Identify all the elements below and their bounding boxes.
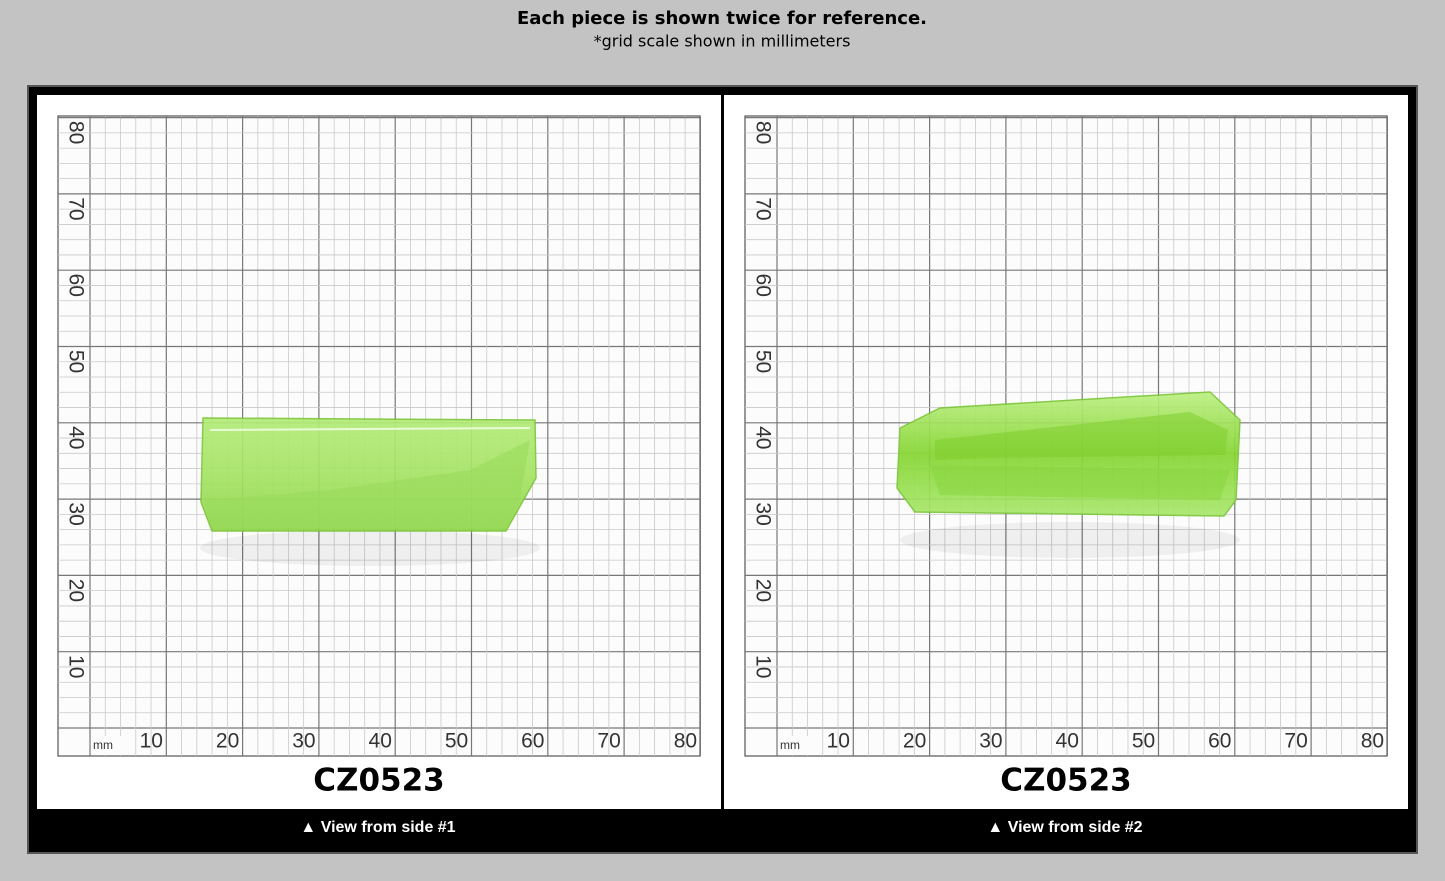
grid-number: 70 — [64, 197, 87, 220]
grid-number: 50 — [751, 350, 774, 373]
grid-number: 80 — [674, 730, 697, 753]
label-cell — [91, 736, 121, 755]
grid-number: 30 — [751, 502, 774, 525]
subtitle: *grid scale shown in millimeters — [594, 32, 851, 51]
grid-number: 10 — [64, 655, 87, 678]
piece-label: CZ0523 — [313, 763, 445, 799]
grid-number: 60 — [64, 274, 87, 297]
grid-number: 70 — [1284, 730, 1307, 753]
grid-number: 50 — [64, 350, 87, 373]
grid-unit: mm — [93, 738, 113, 752]
grid-unit: mm — [780, 738, 800, 752]
grid-number: 80 — [64, 121, 87, 144]
title: Each piece is shown twice for reference. — [517, 8, 927, 29]
crystal — [930, 465, 1230, 500]
caption: ▲ View from side #2 — [987, 819, 1142, 836]
grid-number: 40 — [751, 426, 774, 449]
grid-number: 20 — [903, 730, 926, 753]
piece-label: CZ0523 — [1000, 763, 1132, 799]
grid-number: 10 — [827, 730, 850, 753]
grid-number: 40 — [64, 426, 87, 449]
grid-number: 60 — [521, 730, 544, 753]
grid-number: 40 — [1056, 730, 1079, 753]
label-cell — [778, 736, 808, 755]
caption: ▲ View from side #1 — [300, 819, 455, 836]
crystal — [935, 412, 1228, 460]
grid-number: 50 — [445, 730, 468, 753]
grid-number: 70 — [751, 197, 774, 220]
grid-number: 30 — [64, 502, 87, 525]
grid-number: 50 — [1132, 730, 1155, 753]
grid-number: 80 — [1361, 730, 1384, 753]
crystal — [205, 440, 530, 528]
shadow — [200, 530, 540, 566]
shadow — [900, 522, 1240, 558]
grid-number: 10 — [751, 655, 774, 678]
grid-number: 30 — [979, 730, 1002, 753]
grid-number: 60 — [751, 274, 774, 297]
grid-number: 20 — [64, 579, 87, 602]
grid-number: 10 — [140, 730, 163, 753]
crystal — [209, 427, 531, 431]
grid-number: 20 — [216, 730, 239, 753]
grid-number: 60 — [1208, 730, 1231, 753]
grid-number: 40 — [369, 730, 392, 753]
grid-number: 80 — [751, 121, 774, 144]
grid-number: 70 — [597, 730, 620, 753]
grid-number: 20 — [751, 579, 774, 602]
grid-number: 30 — [292, 730, 315, 753]
